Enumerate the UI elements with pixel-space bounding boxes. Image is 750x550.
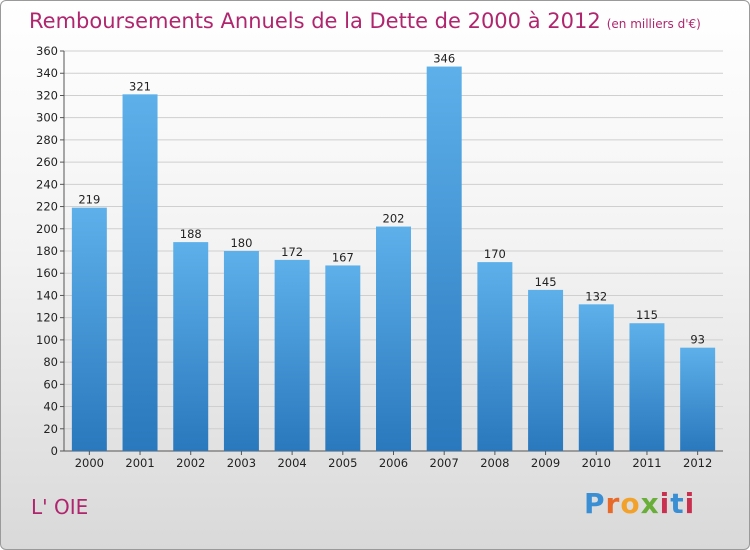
y-tick-label: 300 <box>36 111 58 125</box>
x-tick-label-2012: 2012 <box>683 456 712 470</box>
x-tick-label-2000: 2000 <box>75 456 104 470</box>
bar-2004 <box>274 259 310 451</box>
bar-2012 <box>680 347 716 451</box>
bar-2011 <box>629 323 665 451</box>
y-tick-label: 200 <box>36 222 58 236</box>
value-label-2007: 346 <box>433 52 455 66</box>
y-tick-label: 160 <box>36 266 58 280</box>
y-tick-label: 180 <box>36 244 58 258</box>
y-tick-label: 220 <box>36 200 58 214</box>
y-tick-label: 360 <box>36 44 58 58</box>
value-label-2006: 202 <box>383 212 405 226</box>
y-tick-label: 60 <box>43 377 58 391</box>
value-label-2002: 188 <box>180 227 202 241</box>
value-label-2003: 180 <box>230 236 252 250</box>
y-tick-label: 260 <box>36 155 58 169</box>
value-label-2011: 115 <box>636 308 658 322</box>
bar-2010 <box>578 304 614 451</box>
value-label-2012: 93 <box>690 333 705 347</box>
x-tick-label-2011: 2011 <box>632 456 661 470</box>
bar-2000 <box>71 207 107 451</box>
y-tick-label: 80 <box>43 355 58 369</box>
bar-2002 <box>173 242 209 451</box>
chart-title: Remboursements Annuels de la Dette de 20… <box>29 9 701 33</box>
y-tick-label: 40 <box>43 400 58 414</box>
value-label-2010: 132 <box>585 289 607 303</box>
bar-2009 <box>528 289 564 451</box>
y-tick-label: 120 <box>36 311 58 325</box>
x-tick-label-2005: 2005 <box>328 456 357 470</box>
y-tick-label: 240 <box>36 177 58 191</box>
y-tick-label: 140 <box>36 288 58 302</box>
chart-unit: (en milliers d'€) <box>606 17 701 31</box>
x-tick-label-2006: 2006 <box>379 456 408 470</box>
value-label-2008: 170 <box>484 247 506 261</box>
y-tick-label: 320 <box>36 88 58 102</box>
y-tick-label: 280 <box>36 133 58 147</box>
bar-2005 <box>325 265 361 451</box>
value-label-2000: 219 <box>78 193 100 207</box>
x-tick-label-2004: 2004 <box>277 456 306 470</box>
y-tick-label: 0 <box>51 444 58 458</box>
bar-2008 <box>477 262 513 451</box>
y-tick-label: 100 <box>36 333 58 347</box>
y-tick-label: 340 <box>36 66 58 80</box>
x-tick-label-2009: 2009 <box>531 456 560 470</box>
x-tick-label-2001: 2001 <box>125 456 154 470</box>
proxiti-logo: Proxiti <box>584 487 696 520</box>
value-label-2005: 167 <box>332 250 354 264</box>
commune-name: L' OIE <box>31 495 89 519</box>
x-tick-label-2010: 2010 <box>582 456 611 470</box>
bar-2001 <box>122 94 158 451</box>
x-tick-label-2008: 2008 <box>480 456 509 470</box>
chart-title-text: Remboursements Annuels de la Dette de 20… <box>29 9 601 33</box>
y-tick-label: 20 <box>43 422 58 436</box>
bar-2006 <box>376 226 411 451</box>
bar-2007 <box>426 66 462 452</box>
x-tick-label-2002: 2002 <box>176 456 205 470</box>
x-tick-label-2007: 2007 <box>430 456 459 470</box>
x-tick-label-2003: 2003 <box>227 456 256 470</box>
bar-2003 <box>223 251 259 451</box>
value-label-2004: 172 <box>281 245 303 259</box>
value-label-2009: 145 <box>535 275 557 289</box>
value-label-2001: 321 <box>129 79 151 93</box>
